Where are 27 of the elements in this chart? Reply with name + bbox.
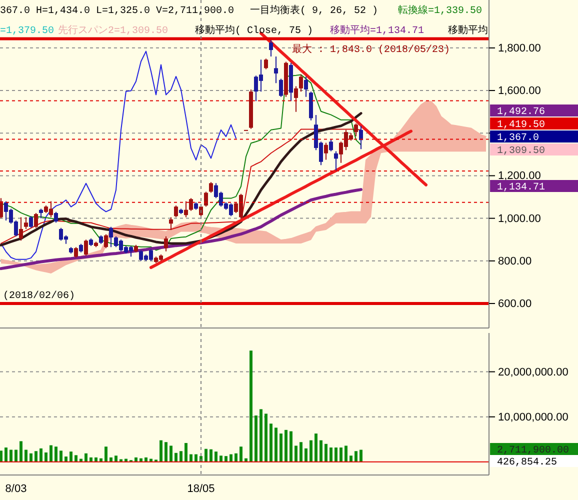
y-tick-label: 20,000,000.00	[498, 366, 568, 378]
annotation: 367.0 H=1,434.0 L=1,325.0 V=2,711,900.0	[0, 6, 234, 17]
annotation: 最大 : 1,843.0 (2018/05/23)	[292, 43, 450, 56]
x-tick-label: 18/05	[187, 482, 215, 495]
text: 1,309.50	[497, 146, 546, 157]
annotation: 先行スパン2=1,309.50	[58, 24, 168, 37]
y-tick-label: 1,000.00	[498, 212, 541, 225]
y-tick-label: 1,800.00	[498, 42, 541, 54]
y-tick-label: 600.00	[498, 298, 532, 310]
annotation: 転換線=1,339.50	[398, 4, 482, 17]
annotation: 一目均衡表( 9, 26, 52 )	[250, 4, 378, 17]
annotation: =1,379.50	[0, 26, 54, 37]
annotation: 移動平均=1,134.71	[330, 24, 424, 37]
y-tick-label: 1,200.00	[498, 170, 541, 182]
y-tick-label: 1,600.00	[498, 85, 541, 98]
annotation: 移動平均	[448, 24, 488, 37]
y-tick-label: 10,000,000.00	[498, 411, 568, 424]
y-tick-label: 800.00	[498, 255, 532, 268]
x-tick-label: 8/03	[5, 482, 27, 495]
annotation: 移動平均( Close, 75 )	[195, 24, 314, 37]
text: 2,711,900.00	[497, 446, 570, 456]
annotation: (2018/02/06)	[3, 290, 76, 302]
text: 1,134.71	[497, 182, 546, 194]
text: 1,367.0	[497, 133, 540, 144]
text: 1,492.76	[497, 107, 546, 118]
text: 426,854.25	[497, 458, 558, 468]
text: 1,419.50	[497, 120, 546, 131]
